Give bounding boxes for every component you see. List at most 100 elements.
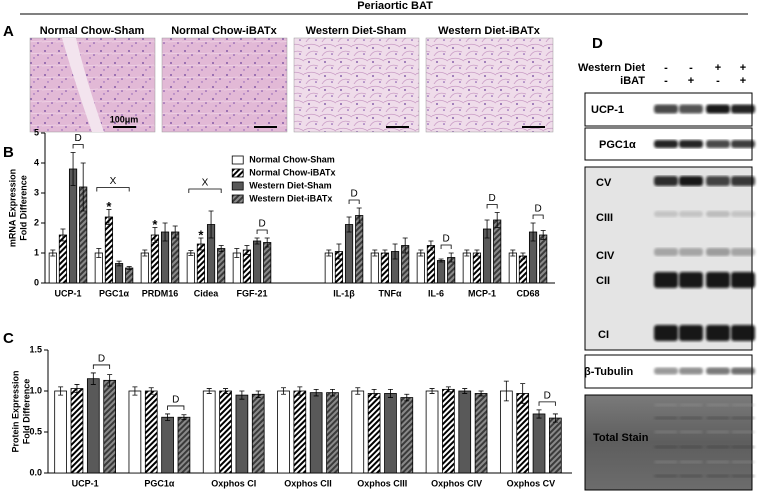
- blot-label: CV: [596, 177, 612, 189]
- legend-swatch: [231, 181, 244, 191]
- error-bar: [181, 414, 187, 421]
- bar: [217, 248, 226, 284]
- error-bar: [474, 249, 480, 257]
- blot-band: [654, 430, 678, 434]
- bar: [144, 390, 158, 474]
- blot-band: [654, 248, 678, 256]
- bracket-label: D: [259, 219, 266, 230]
- error-bar: [382, 249, 388, 257]
- bar: [86, 378, 100, 474]
- bar: [104, 216, 114, 284]
- blot-band: [679, 430, 703, 434]
- bar: [277, 390, 290, 474]
- error-bar: [165, 413, 171, 421]
- bar: [549, 417, 562, 474]
- bar: [355, 215, 364, 284]
- error-bar: [96, 248, 102, 258]
- bracket: [538, 401, 556, 406]
- error-bar: [372, 249, 378, 257]
- image-title: Western Diet-Sham: [306, 25, 407, 37]
- bracket-label: D: [544, 391, 551, 402]
- error-bar: [330, 388, 336, 397]
- x-tick-label: UCP-1: [72, 478, 99, 488]
- x-tick-label: FGF-21: [236, 288, 267, 298]
- bar: [70, 388, 84, 474]
- bar: [442, 388, 455, 474]
- legend-swatch: [231, 155, 244, 165]
- error-bar: [162, 222, 168, 242]
- x-tick-label: CD68: [516, 288, 539, 298]
- bracket-label: D: [98, 354, 105, 365]
- bar: [128, 390, 142, 474]
- error-bar: [313, 388, 319, 397]
- bar: [58, 234, 68, 284]
- error-bar: [404, 393, 410, 402]
- scale-bar-label: 100μm: [110, 114, 139, 124]
- blot-band: [731, 416, 755, 420]
- bar: [370, 252, 379, 284]
- blot-label: Total Stain: [593, 432, 649, 444]
- panel-label: A: [3, 23, 14, 40]
- significance-star: *: [152, 217, 158, 232]
- bar: [518, 255, 528, 284]
- error-bar: [356, 207, 362, 224]
- bar: [125, 267, 134, 284]
- blot-band: [679, 416, 703, 420]
- histology-image: [161, 37, 288, 133]
- y-tick-label: 0: [34, 277, 39, 287]
- significance-star: *: [198, 227, 204, 242]
- error-bar: [74, 384, 80, 394]
- blot-band: [679, 325, 703, 341]
- figure-title: Periaortic BAT: [357, 0, 433, 12]
- error-bar: [530, 222, 536, 242]
- legend-label: Normal Chow-Sham: [249, 154, 335, 164]
- panel-label: B: [3, 144, 14, 161]
- y-tick-label: 1.5: [29, 344, 42, 354]
- bar: [416, 252, 425, 284]
- panel-label: D: [592, 35, 603, 52]
- error-bar: [355, 387, 361, 395]
- blot-band: [731, 140, 755, 148]
- blot-band: [654, 416, 678, 420]
- x-tick-label: Oxphos CI: [211, 478, 256, 488]
- error-bar: [198, 237, 204, 251]
- blot-label: β-Tubulin: [584, 366, 634, 378]
- error-bar: [188, 250, 194, 256]
- bar: [436, 260, 446, 284]
- x-tick-label: IL-6: [428, 288, 444, 298]
- bracket-label: D: [172, 395, 179, 406]
- blot-band: [654, 104, 678, 114]
- bar: [242, 249, 252, 284]
- bar: [344, 224, 354, 284]
- x-tick-label: Oxphos CIII: [357, 478, 407, 488]
- bar: [171, 231, 180, 284]
- bracket: [440, 244, 452, 249]
- condition-sign: +: [740, 75, 746, 87]
- bracket-label: D: [351, 189, 358, 200]
- error-bar: [464, 249, 470, 257]
- blot-band: [731, 445, 755, 449]
- blot-band: [679, 403, 703, 407]
- bar: [161, 416, 174, 474]
- error-bar: [478, 390, 484, 397]
- error-bar: [208, 210, 214, 239]
- x-tick-label: Oxphos CV: [507, 478, 556, 488]
- error-bar: [520, 383, 526, 404]
- error-bar: [239, 390, 245, 400]
- bracket: [188, 188, 222, 193]
- blot-band: [679, 248, 703, 256]
- blot-band: [654, 140, 678, 148]
- x-tick-label: PGC1α: [144, 478, 175, 488]
- bar: [293, 390, 307, 474]
- blot-band: [654, 367, 678, 375]
- histology-image: [425, 37, 554, 133]
- blot-band: [654, 445, 678, 449]
- x-tick-label: MCP-1: [468, 288, 496, 298]
- bracket-label: X: [202, 178, 209, 189]
- error-bar: [116, 260, 122, 267]
- x-tick-label: TNFα: [378, 288, 401, 298]
- error-bar: [297, 386, 303, 396]
- error-bar: [206, 388, 212, 394]
- blot-band: [654, 272, 678, 288]
